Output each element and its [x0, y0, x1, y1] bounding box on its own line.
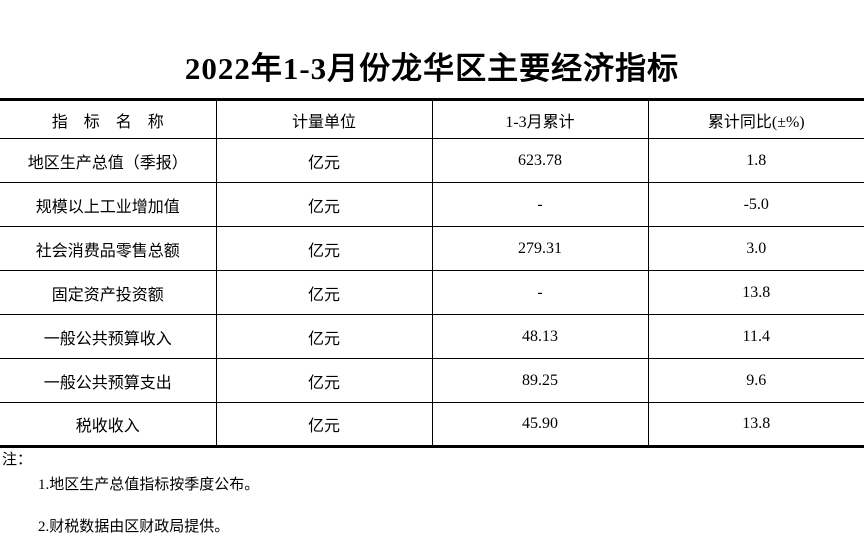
table-row: 一般公共预算支出 亿元 89.25 9.6 — [0, 358, 864, 403]
column-header-yoy: 累计同比(±%) — [647, 99, 864, 139]
cell-cumulative: 48.13 — [431, 314, 648, 359]
table-row: 一般公共预算收入 亿元 48.13 11.4 — [0, 314, 864, 359]
cell-cumulative: - — [431, 182, 648, 227]
cell-indicator-name: 一般公共预算支出 — [43, 374, 172, 392]
cell-unit: 亿元 — [215, 182, 432, 227]
cell-yoy: 1.8 — [647, 138, 864, 183]
cell-indicator-name: 固定资产投资额 — [51, 286, 164, 304]
table-header-row: 指 标 名 称 计量单位 1-3月累计 累计同比(±%) — [0, 99, 864, 139]
cell-cumulative: 45.90 — [431, 402, 648, 447]
cell-unit: 亿元 — [215, 402, 432, 447]
cell-yoy: 11.4 — [647, 314, 864, 359]
cell-indicator-name: 地区生产总值（季报） — [27, 154, 188, 172]
footnotes: 注： 1.地区生产总值指标按季度公布。 2.财税数据由区财政局提供。 — [0, 451, 864, 536]
column-header-cumulative: 1-3月累计 — [431, 99, 648, 139]
cell-yoy: 13.8 — [647, 270, 864, 315]
table-row: 社会消费品零售总额 亿元 279.31 3.0 — [0, 226, 864, 271]
table-row: 税收收入 亿元 45.90 13.8 — [0, 402, 864, 447]
cell-indicator-name: 税收收入 — [75, 418, 140, 435]
table-row: 地区生产总值（季报） 亿元 623.78 1.8 — [0, 138, 864, 183]
cell-indicator-name: 社会消费品零售总额 — [35, 242, 180, 260]
cell-unit: 亿元 — [215, 138, 432, 183]
table-row: 固定资产投资额 亿元 - 13.8 — [0, 270, 864, 315]
cell-cumulative: 623.78 — [431, 138, 648, 183]
cell-unit: 亿元 — [215, 358, 432, 403]
cell-cumulative: - — [431, 270, 648, 315]
cell-indicator-name: 规模以上工业增加值 — [35, 198, 180, 216]
cell-unit: 亿元 — [215, 226, 432, 271]
cell-yoy: -5.0 — [647, 182, 864, 227]
cell-indicator-name: 一般公共预算收入 — [43, 330, 172, 348]
cell-yoy: 13.8 — [647, 402, 864, 447]
page-title: 2022年1-3月份龙华区主要经济指标 — [184, 51, 680, 86]
footnotes-label: 注： — [2, 452, 33, 468]
footnote-2: 2.财税数据由区财政局提供。 — [38, 519, 230, 535]
footnote-1: 1.地区生产总值指标按季度公布。 — [38, 477, 260, 493]
cell-cumulative: 89.25 — [431, 358, 648, 403]
column-header-unit: 计量单位 — [215, 99, 432, 139]
economic-indicators-table: 指 标 名 称 计量单位 1-3月累计 累计同比(±%) 地区生产总值（季报） … — [0, 98, 864, 448]
column-header-indicator-name: 指 标 名 称 — [51, 113, 164, 131]
table-row: 规模以上工业增加值 亿元 - -5.0 — [0, 182, 864, 227]
cell-unit: 亿元 — [215, 270, 432, 315]
cell-yoy: 9.6 — [647, 358, 864, 403]
cell-yoy: 3.0 — [647, 226, 864, 271]
cell-cumulative: 279.31 — [431, 226, 648, 271]
cell-unit: 亿元 — [215, 314, 432, 359]
